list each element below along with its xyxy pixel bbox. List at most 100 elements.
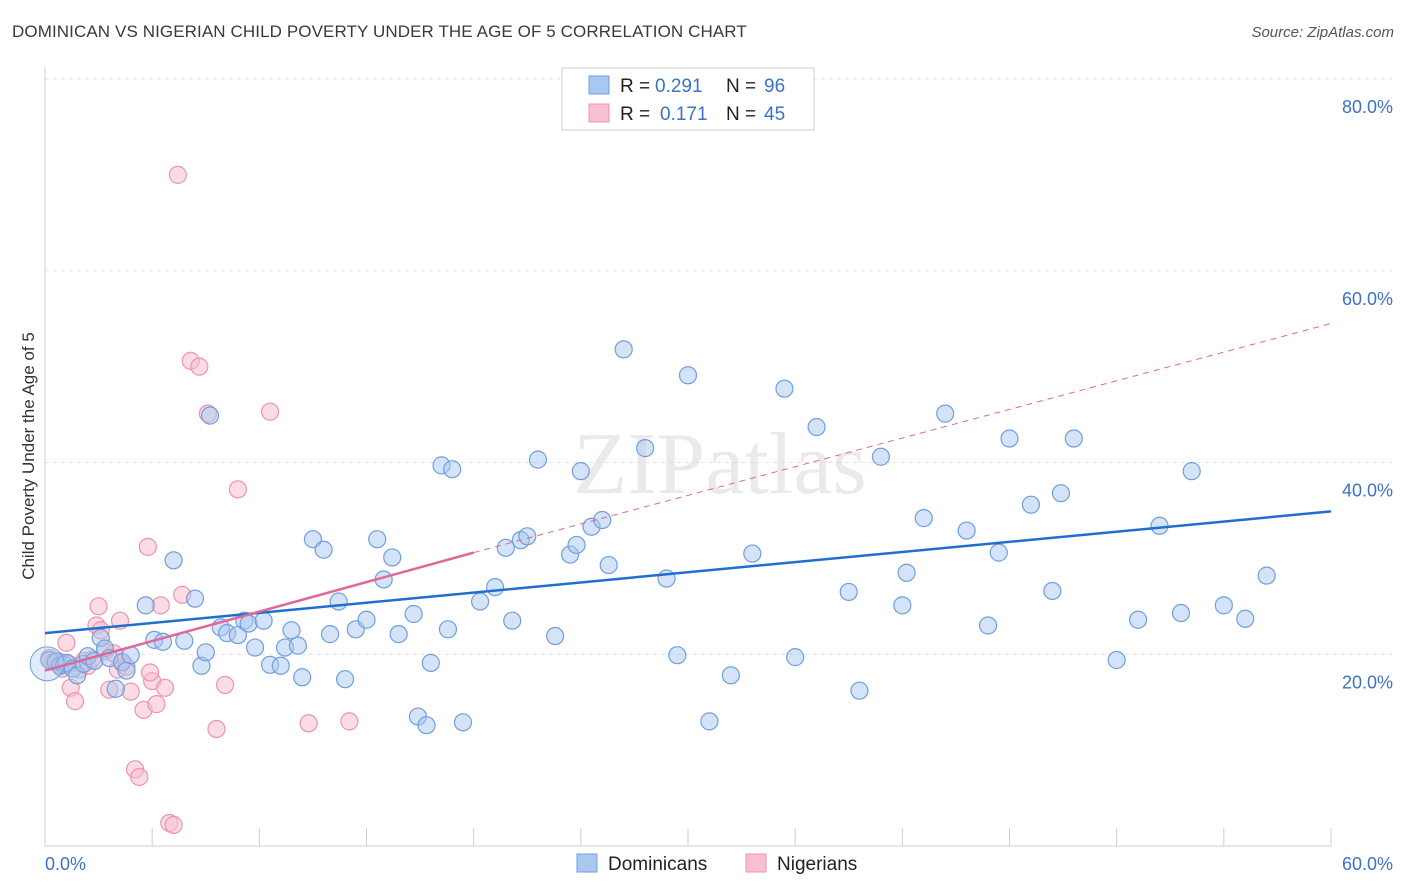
dominican-point (807, 417, 826, 437)
dominican-point (978, 616, 998, 635)
y-tick-label: 20.0% (1342, 672, 1393, 692)
dominican-point (320, 625, 340, 644)
dominican-point (721, 666, 740, 685)
nigerian-trend-extension (473, 322, 1332, 554)
nigerian-point (299, 714, 318, 733)
dominican-point (1064, 429, 1083, 448)
dominican-point (571, 462, 590, 481)
dominican-point (1128, 610, 1148, 629)
legend-swatch-nigerians (588, 103, 610, 123)
dominican-point (678, 366, 698, 385)
nigerian-point (138, 537, 157, 556)
dominican-point (106, 679, 125, 698)
dominican-point (614, 340, 633, 359)
nigerian-point (190, 357, 209, 376)
dominican-points (29, 340, 1276, 735)
dominican-point (314, 540, 333, 559)
dominican-point (897, 563, 916, 582)
dominican-point (117, 661, 136, 680)
dominican-point (404, 604, 423, 624)
dominican-point (329, 592, 348, 611)
dominican-point (443, 460, 462, 479)
dominican-point (599, 555, 618, 575)
source-label: Source: ZipAtlas.com (1251, 24, 1394, 41)
dominican-point (914, 509, 933, 528)
legend-swatch-dominicans (588, 75, 610, 95)
dominican-point (668, 646, 687, 665)
dominican-point (239, 614, 258, 633)
nigerian-point (164, 815, 183, 835)
axes (44, 67, 1332, 847)
nigerian-point (228, 480, 247, 499)
nigerian-point (89, 597, 108, 616)
dominican-point (29, 646, 65, 682)
dominican-point (957, 521, 976, 540)
dominican-point (486, 578, 505, 597)
nigerian-point (215, 675, 235, 695)
bottom-legend-swatch-dominicans (576, 853, 598, 873)
nigerian-point (340, 712, 359, 731)
nigerian-point (65, 692, 85, 711)
nigerian-point (207, 719, 226, 739)
dominican-point (989, 543, 1008, 562)
legend-n-label: N = (726, 104, 756, 125)
dominican-point (417, 716, 436, 735)
x-tick-label: 60.0% (1342, 854, 1393, 874)
legend-r-value: 0.171 (660, 104, 708, 125)
chart-title: DOMINICAN VS NIGERIAN CHILD POVERTY UNDE… (12, 22, 747, 41)
nigerian-point (130, 767, 149, 787)
dominican-point (1150, 516, 1169, 535)
dominican-point (282, 621, 301, 640)
x-tick-labels: 0.0% 60.0% (45, 854, 1393, 874)
legend-r-value: 0.291 (655, 76, 703, 97)
nigerian-point (121, 682, 140, 701)
dominican-point (1214, 596, 1233, 615)
legend-n-value: 96 (764, 76, 785, 97)
bottom-legend: Dominicans Nigerians (576, 853, 857, 875)
nigerian-point (147, 695, 166, 714)
dominican-point (636, 439, 655, 458)
dominican-point (271, 656, 290, 675)
y-tick-label: 60.0% (1342, 289, 1393, 309)
dominican-point (453, 713, 473, 732)
dominican-point (1021, 495, 1041, 514)
dominican-point (1000, 429, 1019, 448)
y-tick-label: 40.0% (1342, 481, 1393, 501)
dominican-point (743, 544, 762, 563)
dominican-point (1171, 603, 1191, 623)
dominican-point (893, 596, 912, 615)
nigerian-point (57, 633, 76, 652)
legend-n-label: N = (726, 76, 756, 97)
dominican-point (786, 648, 805, 667)
dominican-point (136, 596, 155, 615)
dominican-point (383, 548, 402, 567)
bottom-legend-swatch-nigerians (745, 853, 767, 873)
dominican-point (839, 582, 858, 602)
y-tick-labels: 20.0% 40.0% 60.0% 80.0% (1342, 97, 1393, 692)
dominican-point (1051, 484, 1071, 503)
dominican-point (1236, 609, 1255, 628)
grid-lines (45, 78, 1392, 655)
dominican-point (421, 653, 440, 672)
dominican-point (335, 670, 355, 689)
dominican-point (200, 406, 220, 425)
trend-lines (44, 322, 1332, 672)
legend-n-value: 45 (764, 104, 785, 125)
dominican-point (546, 626, 565, 646)
top-legend: R = 0.291 N = 96 R = 0.171 N = 45 (561, 67, 815, 131)
dominican-point (245, 638, 265, 657)
dominican-point (871, 447, 891, 466)
dominican-point (357, 610, 376, 629)
legend-r-label: R = (620, 104, 650, 125)
x-tick-label: 0.0% (45, 854, 86, 874)
dominican-point (368, 530, 387, 549)
dominican-point (196, 643, 215, 662)
nigerian-point (260, 402, 280, 421)
dominican-point (438, 620, 458, 639)
dominican-point (288, 636, 308, 655)
dominican-point (185, 589, 205, 608)
dominican-point (567, 535, 586, 555)
dominican-point (775, 379, 794, 398)
dominican-point (528, 450, 548, 469)
